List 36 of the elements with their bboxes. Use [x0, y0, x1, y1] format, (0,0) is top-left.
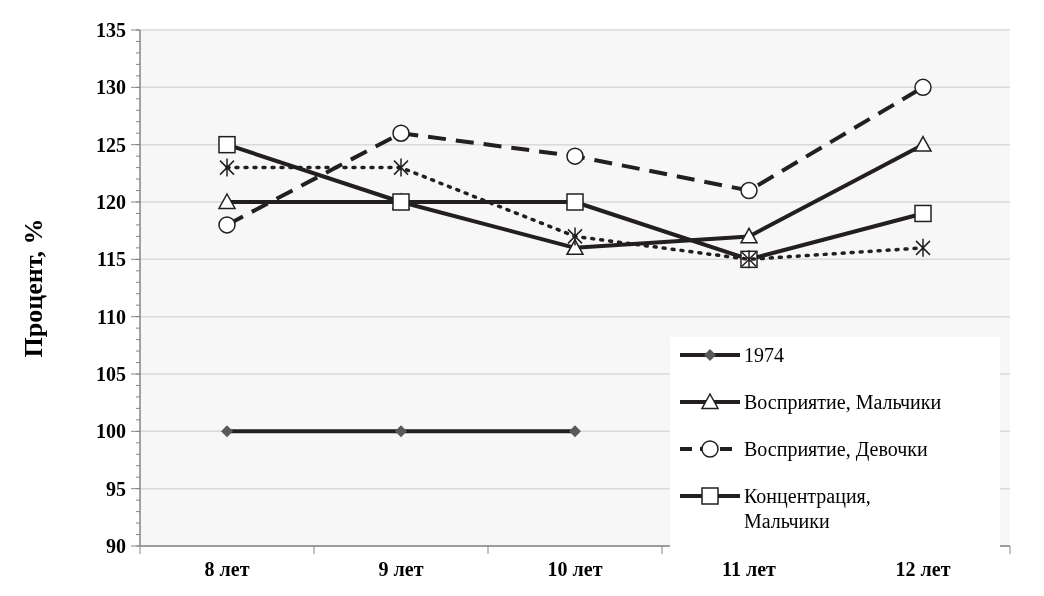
legend-label: Восприятие, Мальчики	[744, 391, 942, 414]
x-tick-label: 9 лет	[378, 558, 424, 580]
point	[740, 181, 758, 200]
legend-label: 1974	[744, 344, 784, 366]
y-tick-label: 135	[96, 19, 126, 41]
point	[915, 238, 931, 258]
y-axis-title: Процент, %	[19, 218, 48, 358]
y-tick-label: 100	[96, 420, 126, 443]
point	[392, 124, 410, 142]
legend-label: Концентрация, Мальчики	[744, 485, 871, 532]
x-tick-label: 11 лет	[722, 558, 777, 580]
point	[566, 239, 584, 256]
point	[393, 157, 409, 178]
y-tick-label: 130	[96, 76, 126, 99]
y-tick-label: 90	[106, 535, 126, 557]
y-tick-label: 125	[96, 133, 126, 156]
point	[914, 78, 932, 97]
point	[914, 204, 932, 223]
y-tick-label: 120	[96, 191, 126, 213]
x-tick-label: 10 лет	[547, 558, 603, 580]
point	[566, 193, 584, 211]
x-tick-label: 8 лет	[204, 558, 250, 580]
y-tick-label: 110	[97, 305, 126, 328]
point	[218, 216, 236, 234]
legend-label: Восприятие, Девочки	[744, 438, 928, 461]
x-tick-label: 12 лет	[895, 558, 951, 580]
point	[218, 135, 236, 154]
point	[218, 193, 236, 210]
point	[914, 135, 932, 152]
point	[567, 226, 583, 247]
y-tick-label: 105	[96, 363, 126, 385]
y-tick-label: 95	[106, 477, 126, 500]
point	[219, 157, 235, 178]
point	[566, 147, 584, 165]
y-tick-label: 115	[97, 248, 126, 271]
point	[740, 227, 758, 244]
